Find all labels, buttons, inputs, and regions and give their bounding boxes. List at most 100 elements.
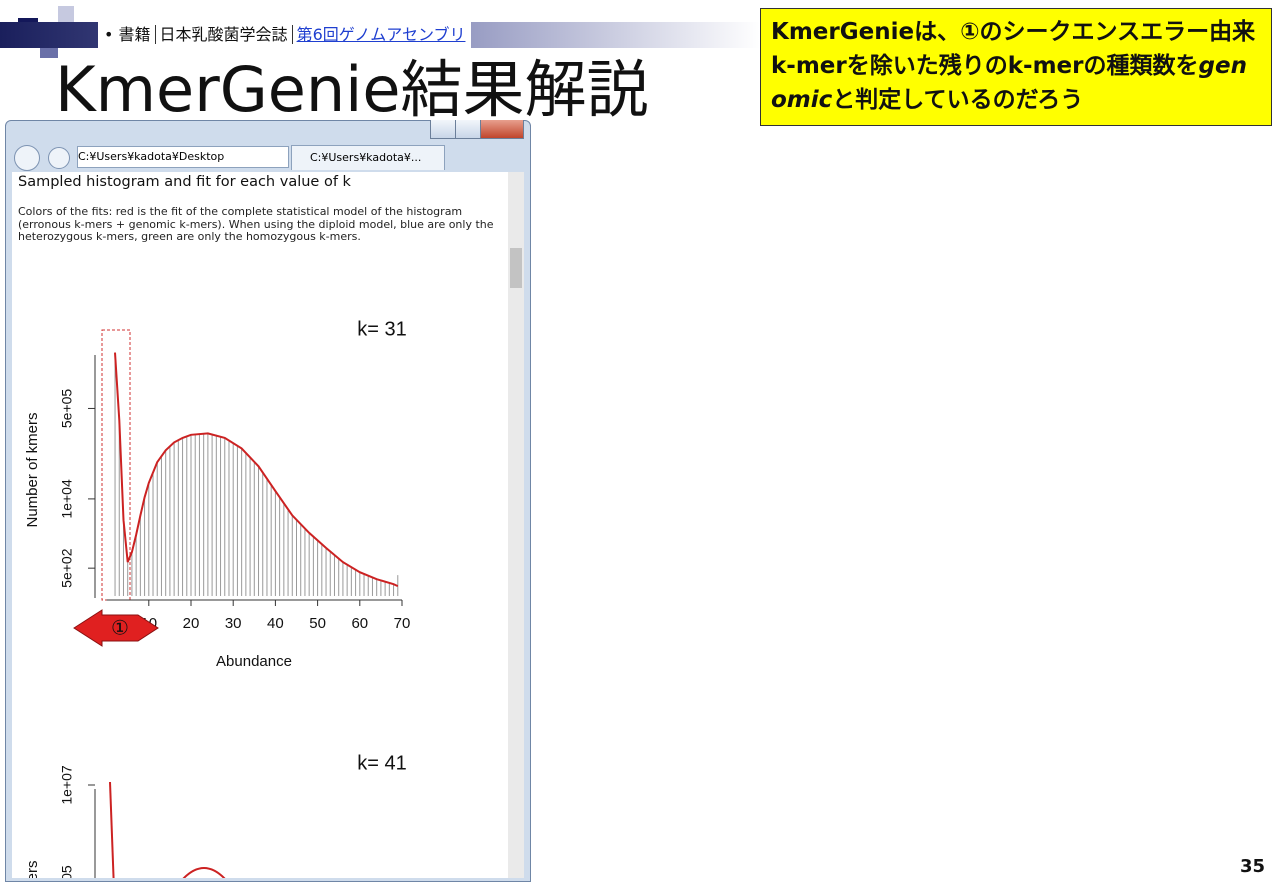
histogram-bar <box>241 448 243 596</box>
tab[interactable]: C:¥Users¥kadota¥... <box>291 145 445 170</box>
y-tick-label: 5e+05 <box>59 389 75 429</box>
histogram-bar <box>232 443 234 596</box>
histogram-bar <box>350 567 352 596</box>
fit-curve-partial <box>109 781 115 878</box>
histogram-bar <box>384 581 386 596</box>
histogram-bar <box>139 515 141 596</box>
histogram-bar <box>203 433 205 596</box>
histogram-bar <box>283 502 285 596</box>
deco-square <box>58 6 74 22</box>
histogram-bar <box>156 462 158 596</box>
callout-text: と判定しているのだろう <box>832 87 1084 113</box>
histogram-bar <box>296 520 297 596</box>
histogram-bar <box>165 450 167 596</box>
histogram-bar <box>253 461 255 596</box>
histogram-bar <box>363 574 365 596</box>
page-number: 35 <box>1240 856 1266 877</box>
x-tick-label: 50 <box>309 615 326 632</box>
address-bar[interactable]: C:¥Users¥kadota¥Desktop <box>77 146 289 168</box>
content-heading: Sampled histogram and fit for each value… <box>18 174 351 190</box>
y-tick-label: 5e+02 <box>59 548 75 588</box>
scroll-thumb[interactable] <box>510 248 522 288</box>
separator <box>154 25 156 44</box>
minimize-button[interactable] <box>430 120 456 139</box>
histogram-bar <box>355 570 357 596</box>
histogram-bar <box>304 529 306 596</box>
bullet: • <box>104 25 114 44</box>
histogram-bar <box>388 583 390 596</box>
back-button[interactable] <box>14 145 40 171</box>
histogram-bar <box>173 442 175 596</box>
histogram-bar <box>118 420 120 596</box>
address-text: C:¥Users¥kadota¥Desktop <box>78 150 225 163</box>
plot-title: k= 41 <box>357 752 406 774</box>
close-button[interactable] <box>480 120 524 139</box>
x-tick-label: 20 <box>183 615 200 632</box>
histogram-bar <box>198 433 200 596</box>
histogram-bar <box>236 445 238 596</box>
forward-button[interactable] <box>48 147 70 169</box>
fit-curve-partial <box>182 867 226 878</box>
y-tick-label: 1e+04 <box>59 479 75 519</box>
tab-text: C:¥Users¥kadota¥... <box>310 151 422 164</box>
histogram-bar <box>312 536 314 596</box>
histogram-bar <box>148 482 150 596</box>
crumb: 書籍 <box>118 25 151 44</box>
crumb: 日本乳酸菌学会誌 <box>159 25 288 44</box>
histogram-bar <box>122 520 124 596</box>
histogram-bar <box>367 576 369 596</box>
content-text: Colors of the fits: red is the fit of th… <box>18 205 494 243</box>
histogram-bar <box>270 485 272 596</box>
y-axis-label: Number of kmers <box>24 860 41 878</box>
histogram-bar <box>245 452 247 596</box>
histogram-bar <box>359 572 361 596</box>
y-axis-label: Number of kmers <box>24 412 41 527</box>
histogram-bar <box>342 562 344 596</box>
slide-title: KmerGenie結果解説 <box>55 53 649 126</box>
histogram-bar <box>186 436 188 596</box>
histogram-bar <box>376 579 378 596</box>
histogram-bar <box>194 434 196 596</box>
x-tick-label: 70 <box>394 615 411 632</box>
histogram-bar <box>127 560 129 596</box>
histogram-bar <box>177 439 179 596</box>
callout-emphasis: genomic <box>771 53 1247 113</box>
histogram-bar <box>249 456 251 596</box>
callout: KmerGenieは、①のシークエンスエラー由来k-merを除いた残りのk-me… <box>760 8 1272 126</box>
histogram-bar <box>279 496 281 596</box>
histogram-bar <box>308 532 310 596</box>
histogram-bar <box>220 436 222 596</box>
histogram-bar <box>371 577 373 596</box>
histogram-bar <box>291 515 293 596</box>
histogram-bar <box>346 563 348 596</box>
x-tick-label: 40 <box>267 615 284 632</box>
histogram-bar <box>215 434 217 596</box>
x-tick-label: 60 <box>351 615 368 632</box>
scrollbar[interactable] <box>508 172 524 878</box>
histogram-bar <box>317 539 319 596</box>
histogram-bar <box>131 552 133 596</box>
breadcrumb: • 書籍 日本乳酸菌学会誌 第6回ゲノムアセンブリ <box>98 22 472 48</box>
histogram-bar <box>152 472 154 596</box>
histogram-bar <box>325 547 327 596</box>
histogram-bar <box>380 580 382 596</box>
page-content: Sampled histogram and fit for each value… <box>12 172 508 878</box>
histogram-bar <box>207 433 209 596</box>
histogram-bar <box>182 437 184 596</box>
histogram-bar <box>258 466 260 596</box>
histogram-bar <box>135 534 137 596</box>
histogram-bar <box>300 524 302 596</box>
separator <box>291 25 293 44</box>
crumb-link[interactable]: 第6回ゲノムアセンブリ <box>296 25 466 44</box>
x-tick-label: 10 <box>140 615 157 632</box>
histogram-bar <box>287 508 289 596</box>
histogram-bar <box>262 472 264 596</box>
x-tick-label: 30 <box>225 615 242 632</box>
histogram-bar <box>329 552 331 596</box>
histogram-bar <box>266 477 268 596</box>
histogram-bar <box>393 584 395 596</box>
histogram-bar <box>144 497 146 596</box>
maximize-button[interactable] <box>455 120 481 139</box>
histogram-bar <box>224 437 226 596</box>
histogram-bar <box>160 455 162 596</box>
